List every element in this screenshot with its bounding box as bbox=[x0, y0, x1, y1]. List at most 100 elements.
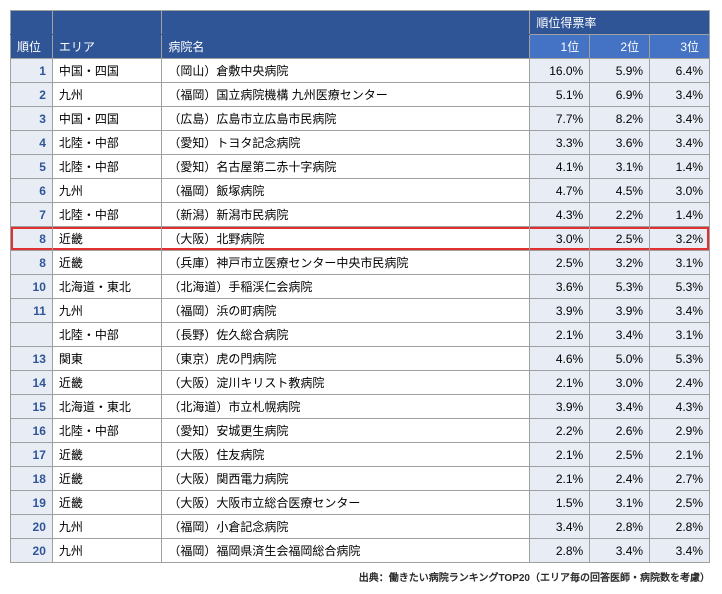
table-row: 15北海道・東北（北海道）市立札幌病院3.9%3.4%4.3% bbox=[11, 395, 710, 419]
cell-area: 九州 bbox=[52, 539, 162, 563]
table-row: 1中国・四国（岡山）倉敷中央病院16.0%5.9%6.4% bbox=[11, 59, 710, 83]
cell-hospital: （兵庫）神戸市立医療センター中央市民病院 bbox=[162, 251, 530, 275]
cell-hospital: （大阪）北野病院 bbox=[162, 227, 530, 251]
cell-area: 中国・四国 bbox=[52, 107, 162, 131]
cell-hospital: （大阪）関西電力病院 bbox=[162, 467, 530, 491]
table-row: 19近畿（大阪）大阪市立総合医療センター1.5%3.1%2.5% bbox=[11, 491, 710, 515]
ranking-table: 順位得票率 順位 エリア 病院名 1位 2位 3位 1中国・四国（岡山）倉敷中央… bbox=[10, 10, 710, 563]
table-row: 北陸・中部（長野）佐久総合病院2.1%3.4%3.1% bbox=[11, 323, 710, 347]
header-spacer bbox=[162, 11, 530, 35]
cell-rank: 1 bbox=[11, 59, 53, 83]
cell-area: 北陸・中部 bbox=[52, 419, 162, 443]
cell-pct-3: 3.4% bbox=[650, 539, 710, 563]
cell-area: 九州 bbox=[52, 299, 162, 323]
cell-hospital: （新潟）新潟市民病院 bbox=[162, 203, 530, 227]
header-2nd: 2位 bbox=[590, 35, 650, 59]
cell-area: 北海道・東北 bbox=[52, 395, 162, 419]
cell-pct-2: 3.1% bbox=[590, 155, 650, 179]
cell-pct-2: 5.0% bbox=[590, 347, 650, 371]
cell-area: 九州 bbox=[52, 515, 162, 539]
cell-area: 近畿 bbox=[52, 371, 162, 395]
cell-pct-2: 2.4% bbox=[590, 467, 650, 491]
header-3rd: 3位 bbox=[650, 35, 710, 59]
cell-area: 九州 bbox=[52, 179, 162, 203]
cell-rank: 3 bbox=[11, 107, 53, 131]
cell-area: 近畿 bbox=[52, 251, 162, 275]
cell-pct-1: 3.9% bbox=[530, 299, 590, 323]
cell-rank: 7 bbox=[11, 203, 53, 227]
cell-pct-2: 8.2% bbox=[590, 107, 650, 131]
cell-rank bbox=[11, 323, 53, 347]
cell-area: 北海道・東北 bbox=[52, 275, 162, 299]
table-row: 17近畿（大阪）住友病院2.1%2.5%2.1% bbox=[11, 443, 710, 467]
header-area: エリア bbox=[52, 35, 162, 59]
cell-area: 近畿 bbox=[52, 491, 162, 515]
cell-pct-1: 4.3% bbox=[530, 203, 590, 227]
cell-area: 北陸・中部 bbox=[52, 203, 162, 227]
cell-area: 九州 bbox=[52, 83, 162, 107]
cell-pct-3: 2.8% bbox=[650, 515, 710, 539]
cell-pct-2: 2.5% bbox=[590, 443, 650, 467]
table-row: 11九州（福岡）浜の町病院3.9%3.9%3.4% bbox=[11, 299, 710, 323]
cell-hospital: （大阪）大阪市立総合医療センター bbox=[162, 491, 530, 515]
cell-pct-3: 6.4% bbox=[650, 59, 710, 83]
cell-rank: 8 bbox=[11, 227, 53, 251]
cell-pct-2: 3.1% bbox=[590, 491, 650, 515]
cell-hospital: （福岡）飯塚病院 bbox=[162, 179, 530, 203]
cell-pct-3: 2.7% bbox=[650, 467, 710, 491]
cell-pct-1: 5.1% bbox=[530, 83, 590, 107]
cell-pct-3: 4.3% bbox=[650, 395, 710, 419]
cell-pct-3: 1.4% bbox=[650, 155, 710, 179]
cell-pct-3: 3.4% bbox=[650, 83, 710, 107]
cell-pct-2: 3.2% bbox=[590, 251, 650, 275]
cell-hospital: （福岡）浜の町病院 bbox=[162, 299, 530, 323]
cell-pct-1: 3.9% bbox=[530, 395, 590, 419]
cell-pct-2: 3.4% bbox=[590, 323, 650, 347]
cell-area: 関東 bbox=[52, 347, 162, 371]
cell-pct-2: 3.9% bbox=[590, 299, 650, 323]
table-row: 14近畿（大阪）淀川キリスト教病院2.1%3.0%2.4% bbox=[11, 371, 710, 395]
cell-pct-1: 3.0% bbox=[530, 227, 590, 251]
cell-pct-1: 2.5% bbox=[530, 251, 590, 275]
cell-pct-3: 5.3% bbox=[650, 347, 710, 371]
header-hospital: 病院名 bbox=[162, 35, 530, 59]
cell-hospital: （愛知）名古屋第二赤十字病院 bbox=[162, 155, 530, 179]
cell-pct-1: 4.6% bbox=[530, 347, 590, 371]
header-spacer bbox=[11, 11, 53, 35]
cell-pct-2: 5.3% bbox=[590, 275, 650, 299]
cell-rank: 20 bbox=[11, 539, 53, 563]
cell-rank: 17 bbox=[11, 443, 53, 467]
table-row: 6九州（福岡）飯塚病院4.7%4.5%3.0% bbox=[11, 179, 710, 203]
header-spacer bbox=[52, 11, 162, 35]
cell-area: 北陸・中部 bbox=[52, 131, 162, 155]
cell-pct-2: 3.0% bbox=[590, 371, 650, 395]
table-row: 7北陸・中部（新潟）新潟市民病院4.3%2.2%1.4% bbox=[11, 203, 710, 227]
cell-area: 近畿 bbox=[52, 443, 162, 467]
table-row: 18近畿（大阪）関西電力病院2.1%2.4%2.7% bbox=[11, 467, 710, 491]
cell-area: 北陸・中部 bbox=[52, 155, 162, 179]
cell-hospital: （福岡）小倉記念病院 bbox=[162, 515, 530, 539]
cell-pct-2: 2.8% bbox=[590, 515, 650, 539]
cell-hospital: （北海道）手稲渓仁会病院 bbox=[162, 275, 530, 299]
cell-pct-2: 3.6% bbox=[590, 131, 650, 155]
cell-rank: 10 bbox=[11, 275, 53, 299]
cell-rank: 19 bbox=[11, 491, 53, 515]
table-row: 16北陸・中部（愛知）安城更生病院2.2%2.6%2.9% bbox=[11, 419, 710, 443]
header-group-vote: 順位得票率 bbox=[530, 11, 710, 35]
table-row: 20九州（福岡）福岡県済生会福岡総合病院2.8%3.4%3.4% bbox=[11, 539, 710, 563]
cell-pct-3: 3.2% bbox=[650, 227, 710, 251]
cell-rank: 11 bbox=[11, 299, 53, 323]
cell-pct-2: 3.4% bbox=[590, 395, 650, 419]
cell-rank: 6 bbox=[11, 179, 53, 203]
cell-pct-1: 16.0% bbox=[530, 59, 590, 83]
cell-pct-3: 3.4% bbox=[650, 299, 710, 323]
header-1st: 1位 bbox=[530, 35, 590, 59]
cell-pct-1: 2.1% bbox=[530, 323, 590, 347]
cell-pct-3: 5.3% bbox=[650, 275, 710, 299]
cell-pct-1: 3.3% bbox=[530, 131, 590, 155]
cell-pct-1: 2.2% bbox=[530, 419, 590, 443]
cell-pct-3: 2.9% bbox=[650, 419, 710, 443]
cell-area: 近畿 bbox=[52, 467, 162, 491]
cell-pct-3: 1.4% bbox=[650, 203, 710, 227]
cell-pct-3: 3.1% bbox=[650, 323, 710, 347]
